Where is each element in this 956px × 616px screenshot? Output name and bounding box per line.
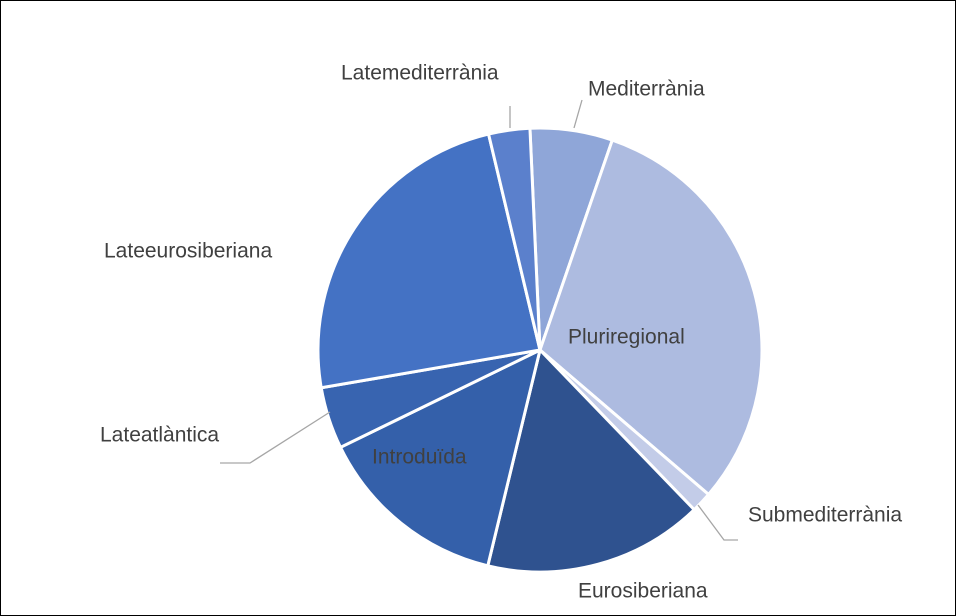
pie-slice <box>538 138 764 497</box>
slice-label: Lateatlàntica <box>100 424 219 447</box>
labels: Mediterrània Pluriregional Submediterrània… <box>100 62 902 603</box>
pie-slice <box>485 346 697 574</box>
leader-line <box>220 411 331 464</box>
slices <box>316 126 764 574</box>
slice-label: Latemediterrània <box>341 62 499 85</box>
slice-label: Introduïda <box>372 446 467 469</box>
pie-slice <box>486 126 542 351</box>
pie-slice <box>316 132 542 390</box>
leader-line <box>573 99 583 129</box>
pie-slice <box>338 347 543 568</box>
slice-label: Lateeurosiberiana <box>104 240 272 263</box>
slice-label: Pluriregional <box>568 326 685 349</box>
slice-label: Submediterrània <box>748 504 902 527</box>
leader-line <box>697 504 738 541</box>
slice-label: Mediterrània <box>588 78 705 101</box>
slice-label: Eurosiberiana <box>578 580 708 603</box>
